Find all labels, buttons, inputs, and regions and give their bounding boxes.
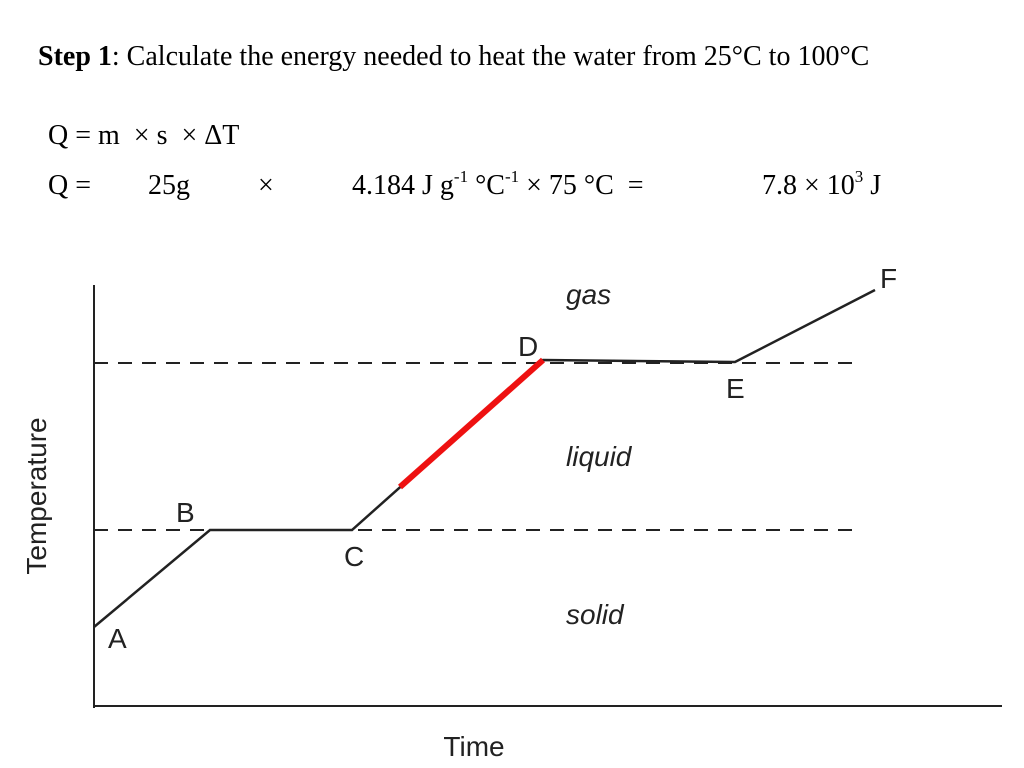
- calc-mass: 25g: [148, 170, 190, 201]
- point-label: F: [880, 263, 897, 294]
- calc-result: 7.8 × 103 J: [762, 167, 882, 202]
- calc-times: ×: [258, 170, 274, 201]
- calc-heat: 4.184 J g-1 °C-1 × 75 °C =: [352, 167, 644, 202]
- phase-label: solid: [566, 599, 625, 630]
- sup: -1: [504, 167, 520, 186]
- phase-label: liquid: [566, 441, 633, 472]
- highlight: [398, 357, 545, 490]
- t: J: [863, 170, 882, 201]
- point-label: D: [518, 331, 538, 362]
- step-text: Step 1: Calculate the energy needed to h…: [38, 36, 998, 78]
- point-label: A: [108, 623, 127, 654]
- t: 4.184 J g: [352, 170, 454, 201]
- point-label: B: [176, 497, 195, 528]
- x-axis-title: Time: [443, 731, 504, 762]
- calc-lhs: Q =: [48, 170, 92, 201]
- t: × 75 °C =: [519, 170, 644, 201]
- t: 7.8 × 10: [762, 170, 855, 201]
- formula: Q = m × s × ΔT: [48, 120, 240, 151]
- step-label: Step 1: [38, 41, 112, 72]
- y-axis-title: Temperature: [21, 417, 52, 574]
- point-label: C: [344, 541, 364, 572]
- t: °C: [468, 170, 505, 201]
- phase-label: gas: [566, 279, 611, 310]
- step-desc: : Calculate the energy needed to heat th…: [111, 41, 870, 72]
- sup: -1: [453, 167, 469, 186]
- curve: [93, 288, 876, 628]
- point-label: E: [726, 373, 745, 404]
- sup: 3: [854, 167, 864, 186]
